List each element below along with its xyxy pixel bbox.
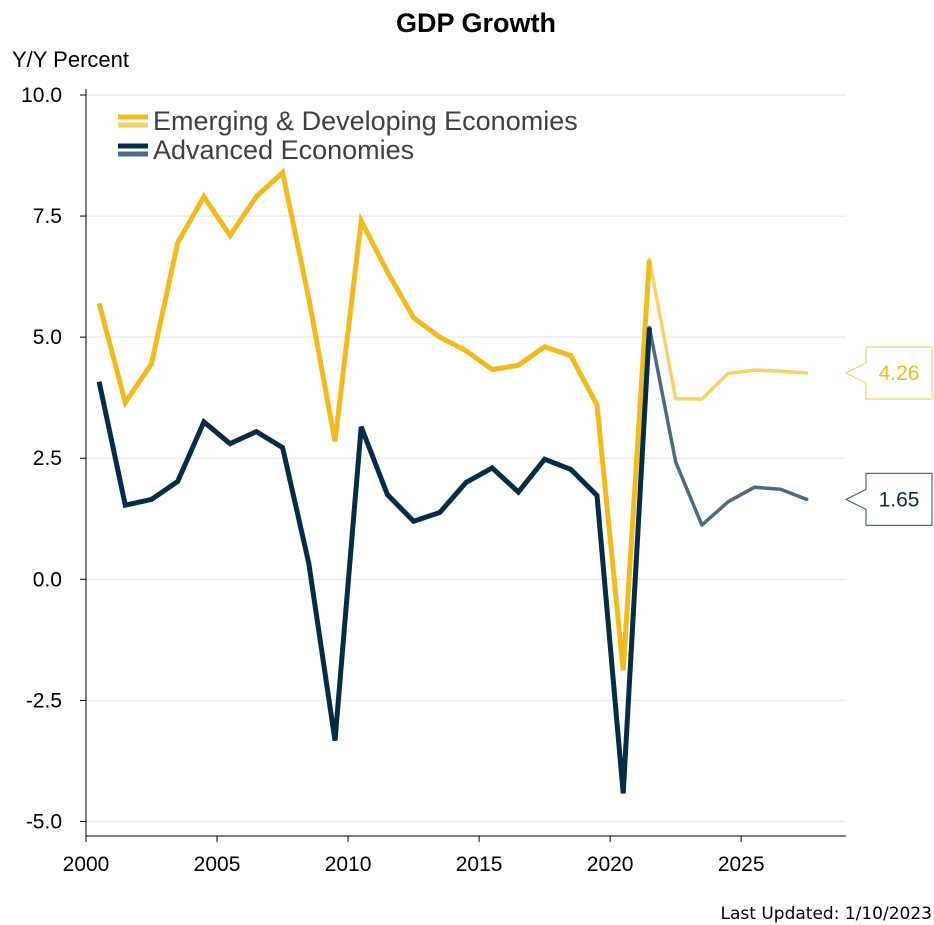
callout-value: 1.65 [879,488,920,511]
legend-label: Advanced Economies [153,135,414,165]
legend: Emerging & Developing EconomiesAdvanced … [118,106,578,165]
x-tick-label: 2015 [456,853,503,876]
last-value-callouts: 4.26 1.65 [844,346,933,527]
series-line-1 [96,327,652,794]
y-tick-label: 0.0 [33,568,62,591]
x-tick-label: 2025 [718,853,765,876]
callout-box [844,346,933,400]
chart-title: GDP Growth [396,8,556,38]
x-axis-ticks: 2000 2005 2010 2015 2020 2025 [63,836,765,876]
y-axis-label: Y/Y Percent [12,47,129,72]
y-tick-label: -5.0 [26,810,62,833]
x-tick-label: 2005 [194,853,241,876]
y-tick-label: -2.5 [26,689,62,712]
legend-label: Emerging & Developing Economies [153,106,578,136]
y-axis-ticks: 10.0 7.5 5.0 2.5 0.0 -2.5 -5.0 [21,84,86,833]
y-tick-label: 7.5 [33,205,62,228]
x-tick-label: 2020 [587,853,634,876]
axes [85,89,846,837]
y-tick-label: 5.0 [33,326,62,349]
series-lines [96,167,809,794]
x-tick-label: 2000 [63,853,110,876]
y-tick-label: 10.0 [21,84,62,107]
x-tick-label: 2010 [325,853,372,876]
series-line-0 [96,167,652,671]
series-forecast-line-0 [647,257,809,401]
series-forecast-line-1 [647,325,809,527]
y-tick-label: 2.5 [33,447,62,470]
last-updated-note: Last Updated: 1/10/2023 [721,904,932,924]
callout-value: 4.26 [879,362,920,385]
gridlines [86,94,846,823]
callout-box [844,472,933,527]
